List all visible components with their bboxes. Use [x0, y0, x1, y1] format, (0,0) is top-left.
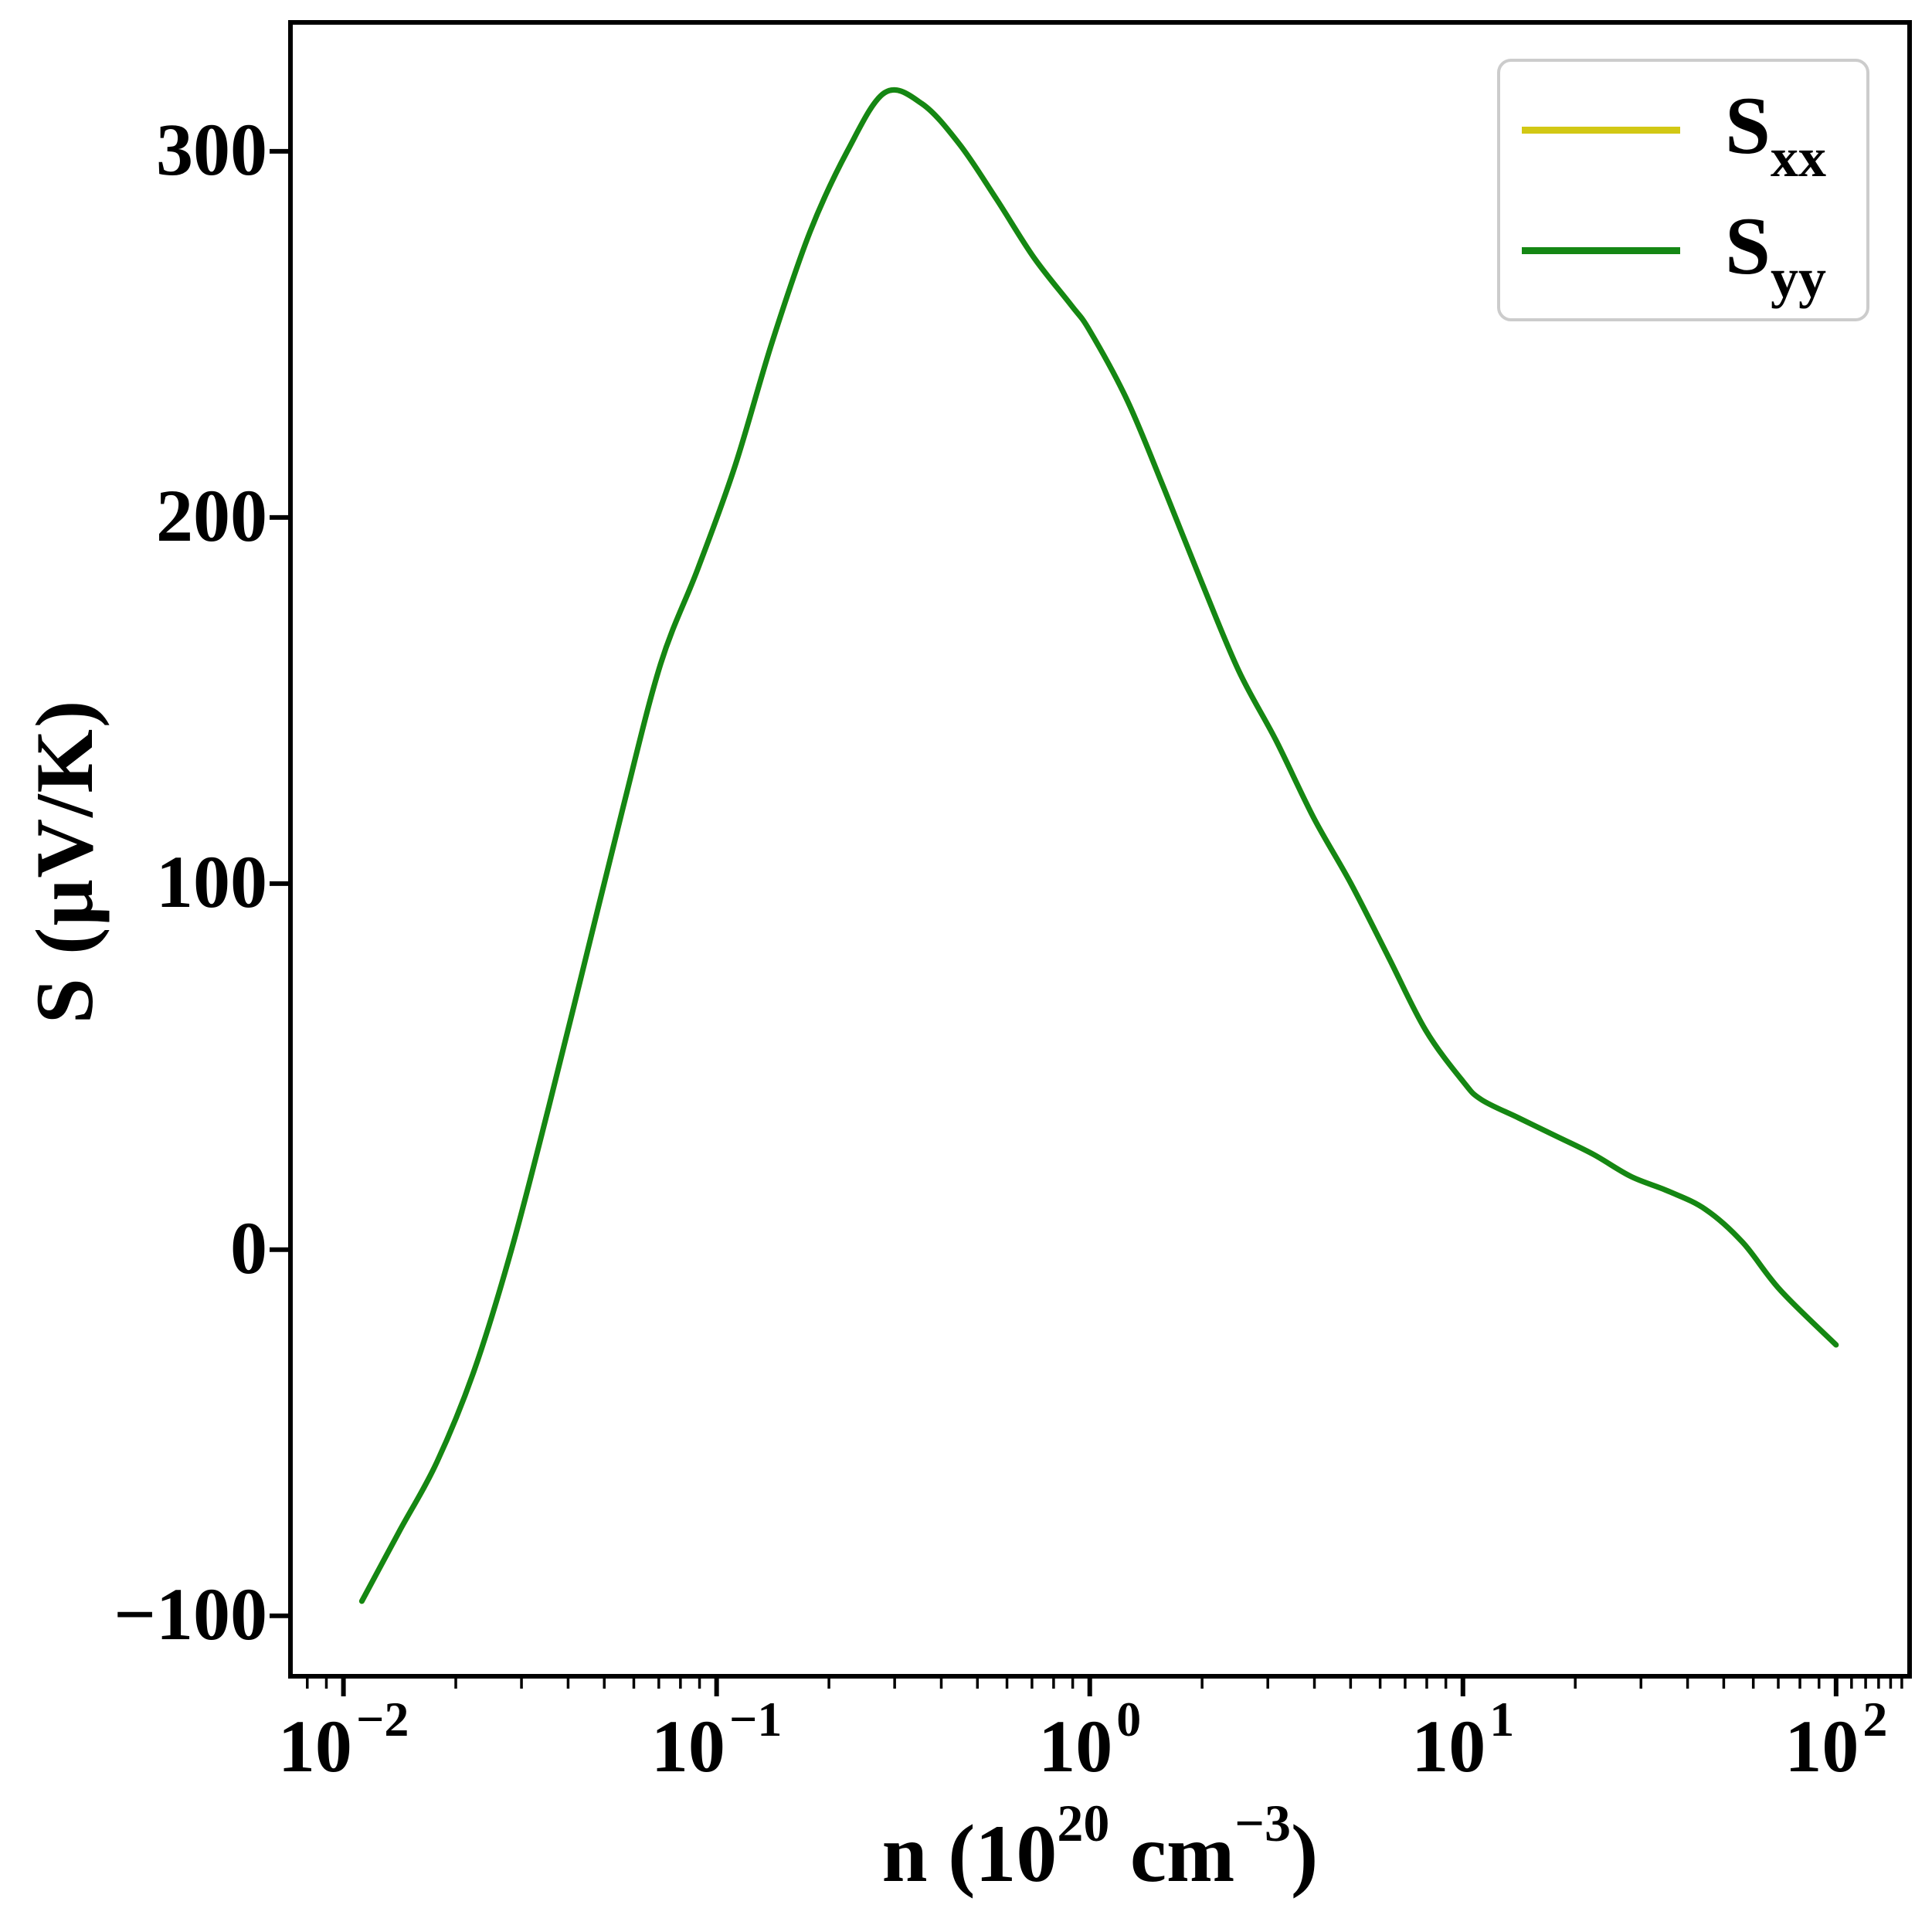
y-tick-label: 0	[230, 1206, 267, 1289]
y-tick-label: 100	[156, 840, 267, 923]
legend-label-syy: Syy	[1725, 205, 1826, 309]
x-tick-label: 100	[1038, 1692, 1142, 1788]
legend-label-syy-sub: yy	[1770, 246, 1826, 309]
plot-border	[288, 20, 1912, 1679]
legend-label-sxx-sub: xx	[1770, 126, 1826, 188]
y-tick-label: 300	[156, 107, 267, 191]
x-axis-title-exponent-2: −3	[1234, 1794, 1292, 1852]
x-axis-title-post: )	[1291, 1808, 1319, 1899]
legend-swatch-syy	[1522, 246, 1680, 254]
x-tick-label: 10−1	[650, 1692, 783, 1788]
legend-item-syy: Syy	[1500, 190, 1866, 311]
y-tick-label: −100	[114, 1572, 267, 1655]
x-axis-title: n (1020 cm−3)	[881, 1794, 1319, 1901]
x-axis-title-exponent: 20	[1057, 1794, 1110, 1852]
legend-label-sxx: Sxx	[1725, 84, 1826, 188]
legend-item-sxx: Sxx	[1500, 70, 1866, 190]
y-axis-title: S (μV/K)	[19, 698, 110, 1024]
series-syy-line	[358, 87, 1839, 1604]
legend-label-sxx-base: S	[1725, 80, 1771, 171]
x-tick-label: 10−2	[277, 1692, 409, 1788]
x-axis-title-mid: cm	[1109, 1808, 1235, 1899]
legend: Sxx Syy	[1497, 59, 1869, 321]
legend-label-syy-base: S	[1725, 200, 1771, 291]
x-tick-label: 102	[1784, 1692, 1888, 1788]
x-axis-title-pre: n (10	[881, 1808, 1058, 1899]
x-tick-label: 101	[1411, 1692, 1515, 1788]
legend-swatch-sxx	[1522, 126, 1680, 134]
y-tick-label: 200	[156, 474, 267, 557]
